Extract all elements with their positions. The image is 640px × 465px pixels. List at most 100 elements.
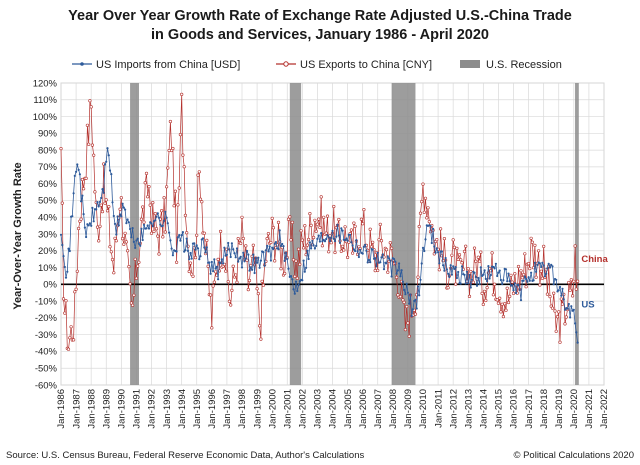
series-imports-point	[164, 210, 167, 213]
series-exports-point	[373, 269, 377, 273]
series-imports-point	[186, 249, 190, 252]
series-imports-point	[199, 255, 202, 258]
series-exports-point	[437, 268, 441, 272]
series-exports-point	[161, 235, 165, 239]
series-imports-point	[453, 267, 456, 270]
x-tick-label: Jan-2009	[403, 389, 414, 429]
series-imports-point	[486, 280, 489, 283]
series-imports-point	[561, 287, 564, 290]
series-imports-point	[506, 280, 509, 283]
series-exports-point	[528, 267, 532, 271]
series-exports-point	[384, 248, 389, 252]
series-exports-point	[64, 299, 68, 303]
y-tick-label: 0%	[43, 280, 57, 291]
series-imports-point	[570, 305, 573, 308]
series-exports-point	[227, 299, 231, 304]
series-imports-point	[176, 236, 179, 239]
series-exports-point	[513, 272, 517, 276]
series-imports-point	[238, 257, 241, 260]
series-imports-point	[267, 250, 270, 253]
series-imports-point	[475, 284, 479, 287]
series-exports-point	[318, 225, 322, 230]
series-imports-point	[418, 294, 421, 297]
x-tick-label: Jan-1994	[177, 389, 188, 429]
series-exports-point	[290, 220, 294, 224]
x-tick-label: Jan-2001	[282, 389, 293, 429]
series-exports-point	[143, 181, 147, 185]
series-exports-point	[132, 293, 136, 297]
series-imports-point	[252, 253, 255, 256]
series-imports-point	[113, 222, 117, 225]
series-exports-point	[136, 264, 140, 268]
series-exports-point	[286, 217, 291, 221]
series-imports-point	[414, 298, 417, 301]
series-imports-point	[349, 233, 352, 236]
series-imports-point	[296, 289, 299, 293]
series-exports-point	[376, 268, 380, 273]
series-exports-point	[105, 209, 110, 213]
series-imports-point	[180, 234, 183, 237]
y-tick-label: 70%	[38, 162, 58, 173]
series-imports-point	[134, 246, 137, 249]
series-exports-point	[141, 205, 145, 209]
series-exports-point	[307, 237, 311, 242]
series-imports-point	[184, 249, 187, 252]
series-imports-point	[266, 244, 269, 247]
plot-area: -60% -50% -40% -30% -20% -10% 0% 10% 20% 30% 40% 50…	[33, 78, 611, 428]
series-imports-point	[242, 251, 245, 254]
series-imports-point	[563, 308, 567, 311]
series-exports-point	[162, 196, 166, 200]
series-exports-point	[520, 276, 524, 280]
series-imports-point	[193, 242, 196, 245]
series-exports-point	[148, 203, 152, 207]
series-imports-point	[281, 242, 284, 246]
series-exports-point	[333, 250, 337, 255]
series-exports-point	[216, 257, 220, 262]
series-imports-point	[390, 275, 393, 278]
series-exports-point	[279, 267, 283, 271]
series-imports-point	[76, 163, 79, 166]
series-exports-point	[406, 321, 410, 325]
series-imports-point	[410, 314, 413, 318]
series-imports-point	[111, 201, 114, 204]
x-tick-label: Jan-1989	[101, 389, 112, 429]
series-exports-point	[567, 280, 571, 285]
series-exports-point	[472, 246, 477, 250]
series-imports-point	[67, 247, 70, 250]
series-exports-point	[467, 294, 472, 299]
series-imports-point	[473, 271, 476, 274]
series-imports-point	[68, 249, 71, 253]
series-exports-point	[563, 322, 567, 326]
series-imports-point	[310, 247, 313, 250]
series-imports-point	[545, 272, 548, 275]
series-exports-point	[139, 217, 143, 221]
x-tick-label: Jan-2005	[343, 389, 354, 429]
chart-title-line-1: Year Over Year Growth Rate of Exchange R…	[68, 8, 572, 24]
series-exports-point	[483, 289, 487, 294]
series-exports-point	[276, 220, 281, 224]
series-exports-point	[120, 237, 125, 241]
series-imports-point	[248, 269, 251, 272]
series-exports-point	[125, 249, 130, 253]
series-imports-point	[284, 251, 288, 254]
series-imports-point	[479, 266, 482, 269]
series-exports-point	[362, 208, 366, 212]
series-exports-point	[160, 209, 164, 213]
series-exports-line	[60, 94, 578, 350]
series-exports-point	[559, 297, 563, 301]
series-imports-point	[424, 238, 427, 241]
series-exports-point	[229, 303, 233, 307]
series-imports-point	[127, 221, 130, 224]
series-exports-point	[168, 119, 172, 124]
series-imports-point	[301, 279, 304, 282]
series-exports-point	[98, 224, 102, 228]
series-exports-point	[480, 291, 484, 296]
series-imports-point	[185, 237, 188, 240]
series-exports-point	[295, 276, 299, 280]
series-imports-point	[395, 272, 398, 275]
series-exports-point	[149, 231, 154, 235]
series-imports-point	[189, 251, 192, 255]
series-imports-point	[483, 269, 486, 272]
series-exports-point	[554, 329, 558, 333]
series-exports-point	[435, 238, 439, 242]
